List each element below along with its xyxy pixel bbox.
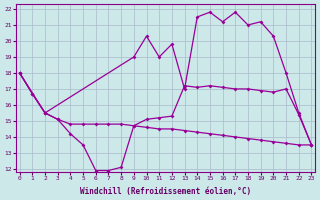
X-axis label: Windchill (Refroidissement éolien,°C): Windchill (Refroidissement éolien,°C) bbox=[80, 187, 251, 196]
